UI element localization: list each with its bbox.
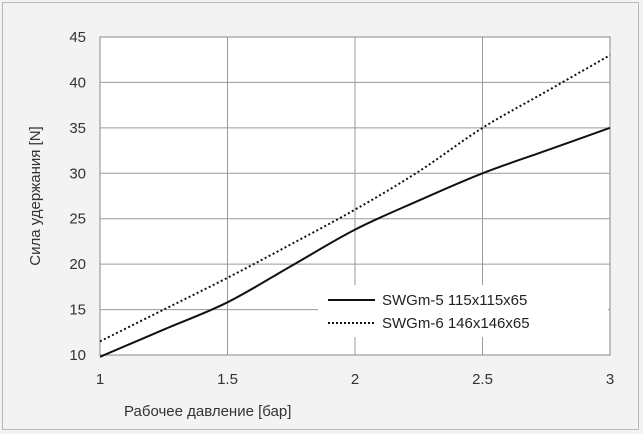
legend-label-series-2: SWGm-6 146x146x65 [382,315,530,332]
y-tick-label: 15 [69,302,86,319]
legend: SWGm-5 115x115x65 SWGm-6 146x146x65 [318,285,608,337]
x-tick-label: 3 [606,371,614,388]
x-tick-label: 1.5 [217,371,238,388]
y-tick-label: 10 [69,347,86,364]
x-tick-label: 1 [96,371,104,388]
y-tick-label: 45 [69,29,86,46]
series-layer [99,54,611,358]
series-line-solid [99,126,611,358]
y-tick-label: 40 [69,74,86,91]
y-tick-label: 30 [69,165,86,182]
x-axis-title: Рабочее давление [бар] [124,403,291,420]
x-tick-label: 2 [351,371,359,388]
y-tick-label: 20 [69,256,86,273]
x-tick-label: 2.5 [472,371,493,388]
x-tick-labels: 1 1.5 2 2.5 3 [96,371,614,388]
legend-label-series-1: SWGm-5 115x115x65 [382,292,527,309]
legend-background [318,285,608,337]
y-tick-label: 25 [69,211,86,228]
y-tick-label: 35 [69,120,86,137]
y-tick-labels: 10 15 20 25 30 35 40 45 [69,29,86,364]
y-axis-title: Сила удержания [N] [27,126,44,265]
